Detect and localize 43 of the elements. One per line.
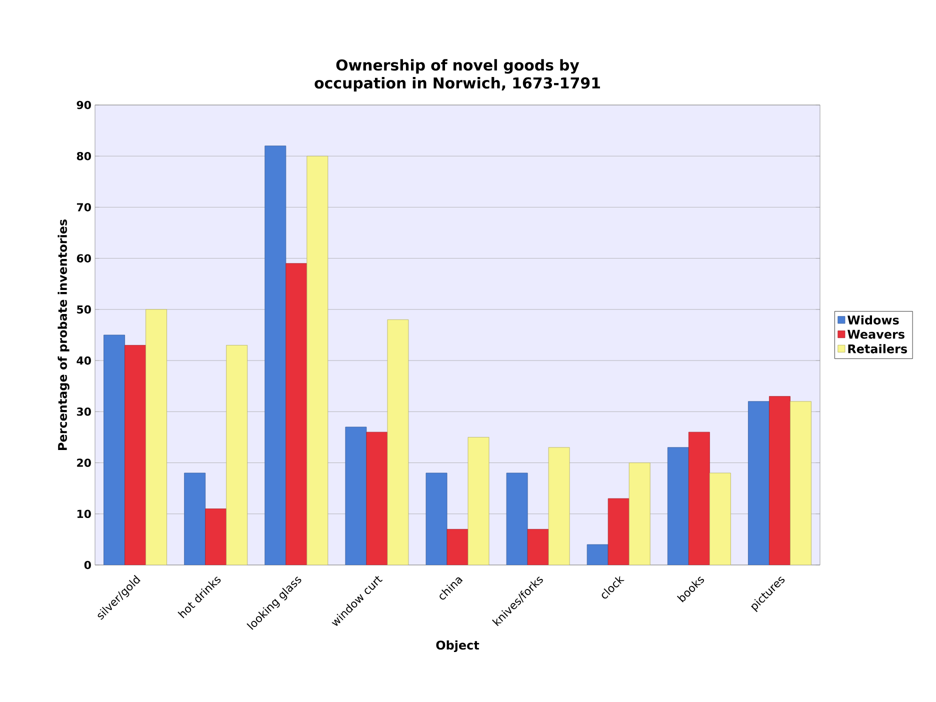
- x-axis-title: Object: [436, 640, 480, 652]
- chart-title: Ownership of novel goods by occupation in Norwich, 1673-1791: [314, 59, 600, 92]
- bar: [548, 447, 570, 565]
- bar: [769, 396, 790, 565]
- bar: [426, 472, 448, 565]
- bar: [667, 447, 689, 565]
- bar: [104, 334, 125, 565]
- bar: [790, 401, 812, 565]
- bar: [608, 498, 630, 565]
- bar: [527, 529, 549, 565]
- y-tick-label: 40: [76, 356, 91, 365]
- bar: [688, 432, 710, 565]
- bar: [264, 146, 286, 565]
- legend-label: Weavers: [848, 330, 904, 339]
- bar: [748, 401, 770, 565]
- legend-label: Retailers: [848, 344, 908, 354]
- bar: [226, 345, 248, 565]
- bar: [146, 309, 167, 565]
- bar: [124, 345, 146, 565]
- bar: [628, 462, 650, 565]
- bar: [366, 432, 388, 565]
- legend-label: Widows: [848, 315, 899, 325]
- y-tick-label: 80: [76, 152, 91, 160]
- y-tick-label: 10: [77, 510, 91, 518]
- y-tick-label: 50: [77, 305, 91, 314]
- bar: [446, 529, 468, 565]
- bar: [205, 508, 227, 565]
- y-tick-label: 20: [77, 458, 91, 467]
- bar: [387, 319, 409, 565]
- bar: [586, 544, 608, 565]
- y-axis-title: Percentage of probate inventories: [58, 220, 70, 450]
- y-tick-label: 90: [76, 100, 91, 110]
- bar: [306, 156, 328, 565]
- y-tick-label: 70: [76, 203, 91, 212]
- bar: [506, 472, 528, 565]
- y-tick-label: 0: [84, 560, 91, 570]
- bar: [709, 472, 731, 565]
- bar: [184, 472, 206, 565]
- y-tick-label: 30: [76, 408, 91, 416]
- y-tick-label: 60: [76, 254, 91, 262]
- bar: [345, 426, 367, 565]
- bar: [468, 437, 490, 565]
- bar: [286, 263, 308, 565]
